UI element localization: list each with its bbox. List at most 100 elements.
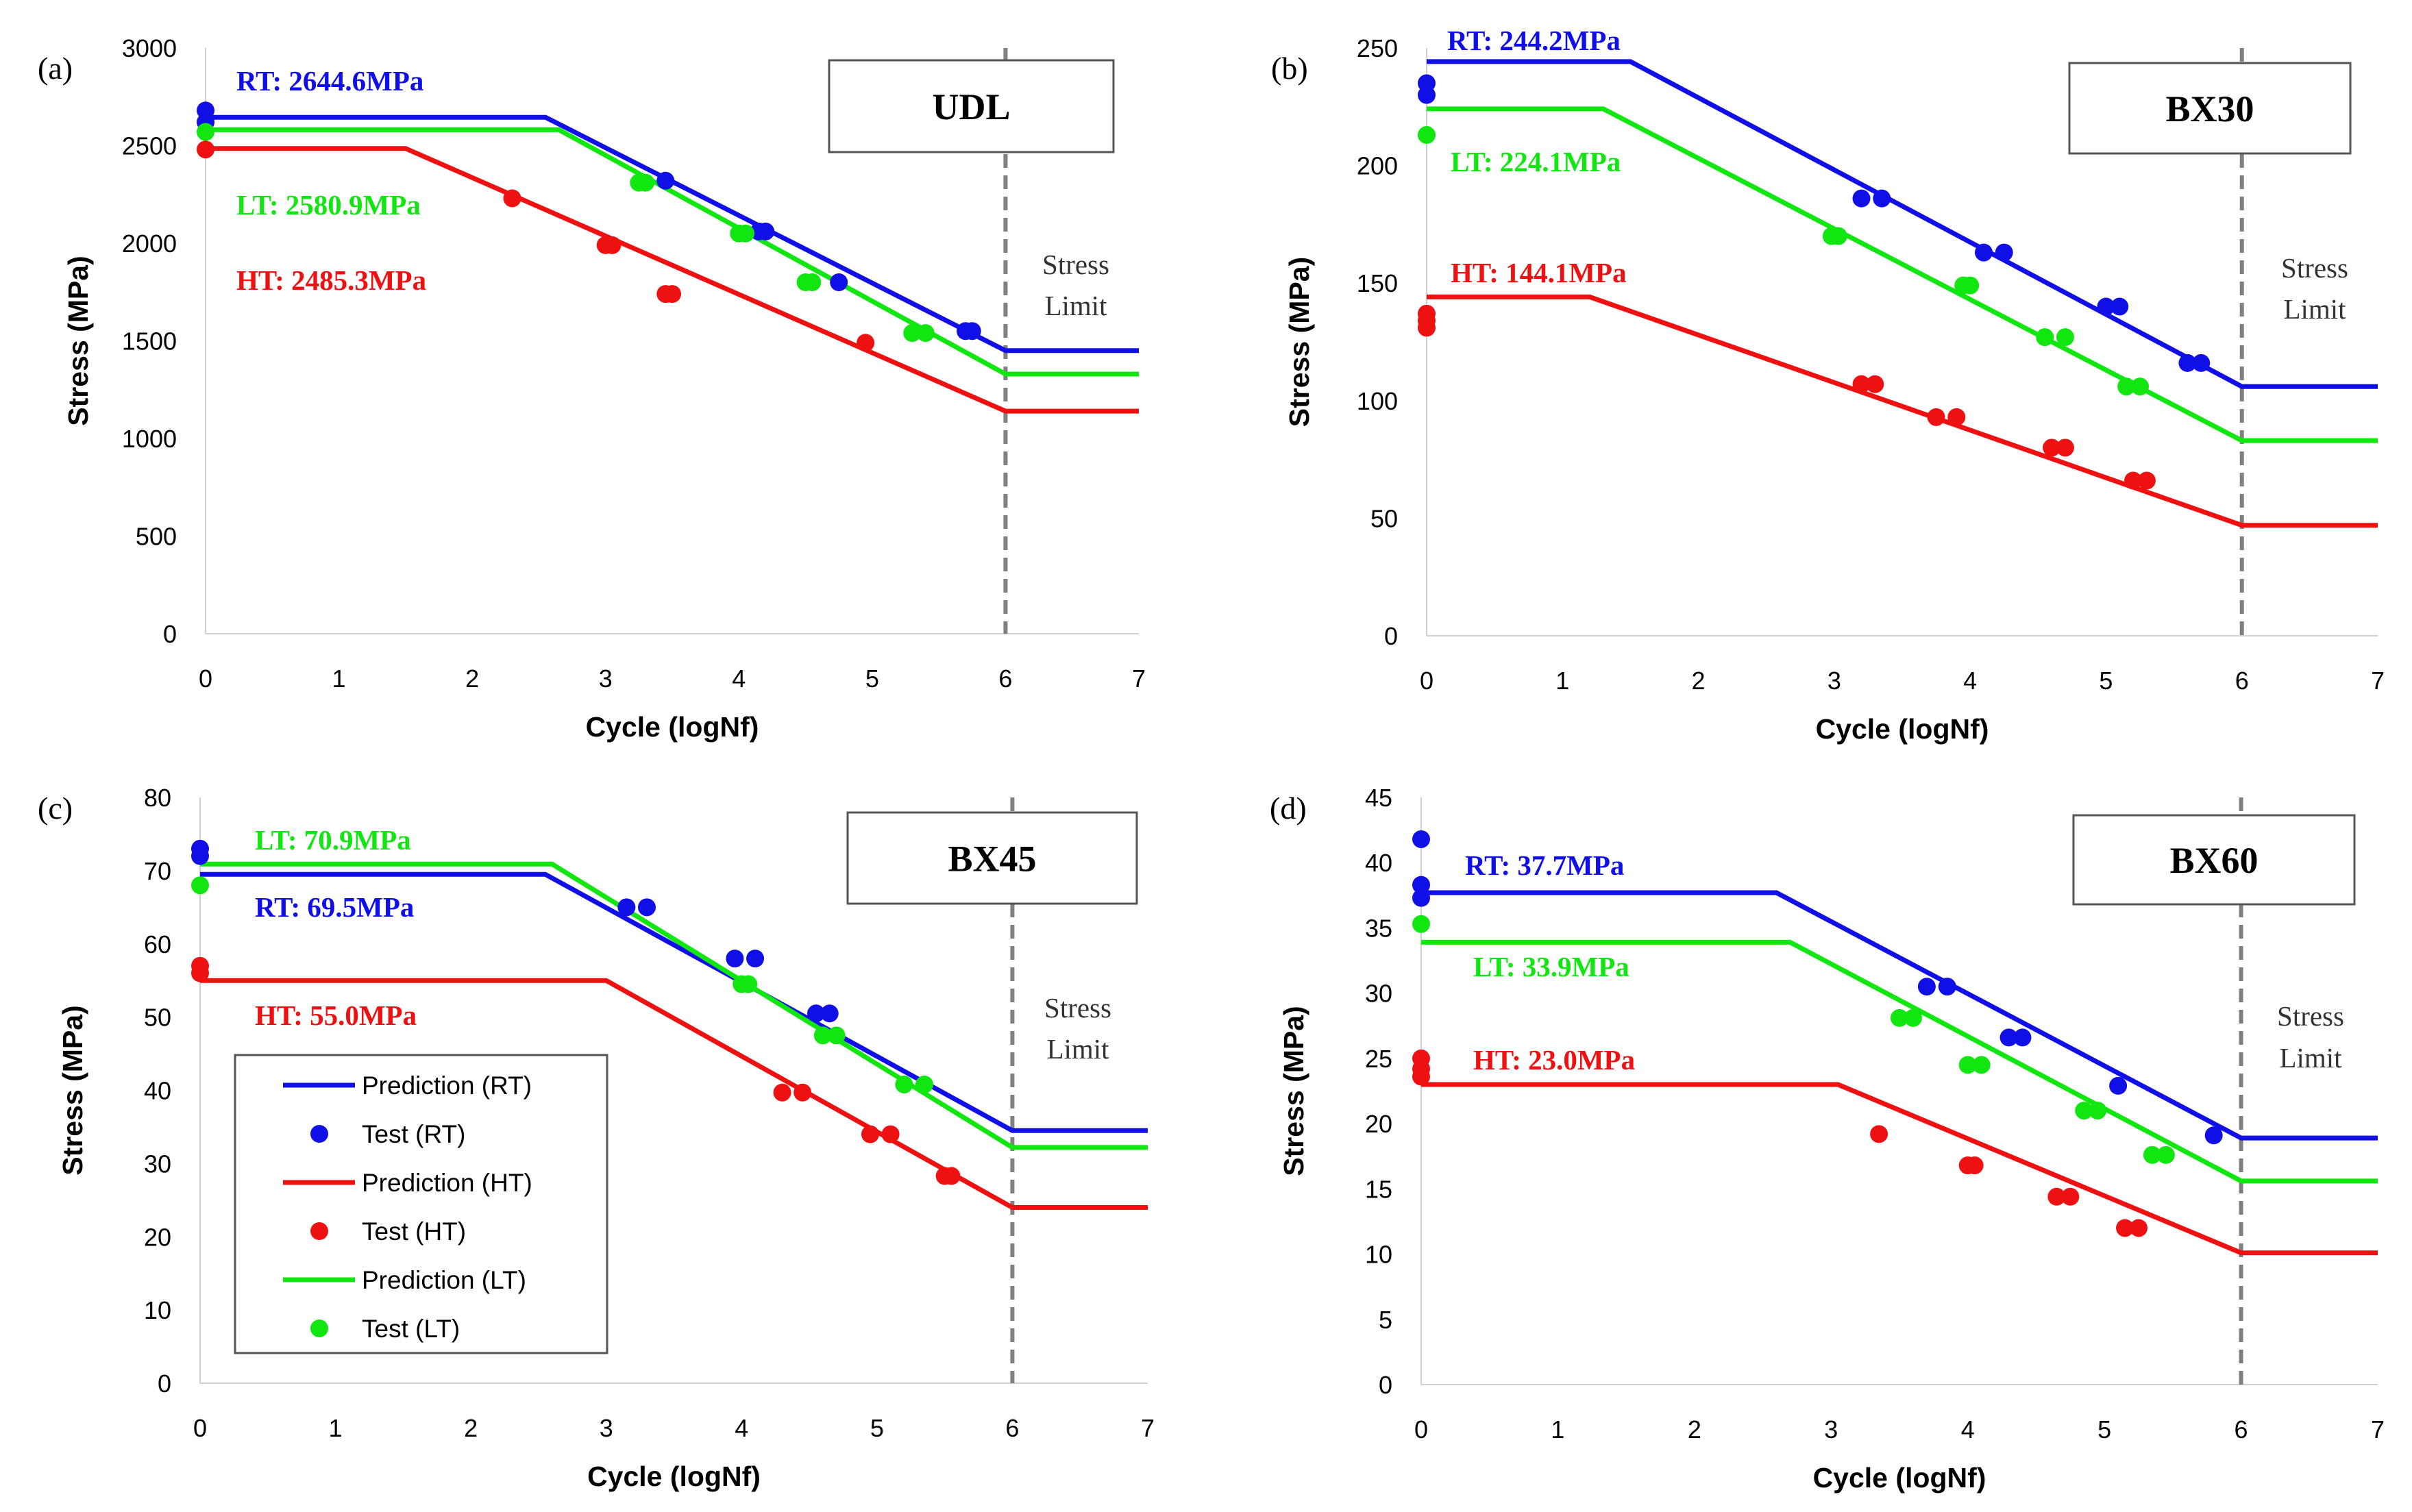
test-point-rt [2192,354,2211,372]
chart-title: BX30 [2165,88,2254,129]
legend-dot-swatch [310,1125,328,1143]
test-point-rt [1418,86,1436,104]
test-point-ht [663,285,681,303]
x-tick-label: 7 [1132,665,1146,693]
test-point-rt [1412,889,1430,907]
y-tick-label: 50 [144,1004,171,1032]
x-tick-label: 6 [1005,1414,1019,1442]
test-point-ht [1418,319,1436,337]
value-annotation-rt: RT: 244.2MPa [1447,25,1621,56]
x-tick-label: 6 [2235,667,2249,695]
x-tick-label: 3 [600,1414,613,1442]
test-point-ht [773,1083,791,1102]
y-tick-label: 15 [1365,1175,1392,1203]
test-point-rt [2110,297,2129,316]
y-tick-label: 40 [144,1077,171,1105]
test-point-rt [637,898,656,917]
test-point-rt [2109,1076,2128,1095]
x-tick-label: 0 [199,665,212,693]
x-tick-label: 3 [1828,667,1841,695]
test-point-lt [1961,276,1980,295]
test-point-lt [1829,227,1847,245]
stress-limit-text: Stress [1042,249,1109,280]
test-point-rt [1974,243,1993,262]
test-point-rt [1938,978,1956,996]
legend: Prediction (RT) Test (RT) Prediction (HT) T… [234,1054,608,1354]
x-tick-label: 5 [870,1414,884,1442]
test-point-ht [861,1125,879,1143]
y-tick-label: 10 [1365,1241,1392,1269]
x-tick-label: 0 [193,1414,207,1442]
stress-limit-text: Limit [2283,293,2346,325]
test-point-rt [1873,189,1891,208]
y-tick-label: 1500 [122,327,177,356]
y-axis-label: Stress (MPa) [62,256,94,425]
x-tick-label: 7 [2371,1415,2385,1443]
y-tick-label: 0 [1384,622,1398,650]
test-point-ht [1947,408,1966,426]
x-tick-label: 5 [2099,667,2113,695]
title-box [846,811,1138,905]
legend-label: Test (HT) [362,1217,466,1245]
test-point-rt [2097,297,2115,316]
test-point-lt [191,876,209,895]
test-point-ht [2124,471,2143,490]
x-tick-label: 1 [1551,1415,1564,1443]
y-tick-label: 0 [1379,1371,1392,1399]
y-tick-label: 25 [1365,1045,1392,1073]
y-tick-label: 250 [1357,34,1398,62]
test-point-rt [1999,1028,2018,1047]
test-point-lt [1891,1008,1908,1027]
test-point-lt [2117,377,2136,396]
x-tick-label: 1 [332,665,346,693]
x-tick-label: 1 [329,1414,343,1442]
value-annotation-ht: HT: 23.0MPa [1473,1044,1635,1076]
test-point-ht [2130,1219,2148,1237]
prediction-line-lt [1427,106,2378,443]
test-point-lt [2036,328,2054,347]
legend-label: Test (RT) [362,1120,465,1148]
x-tick-label: 5 [865,665,879,693]
value-annotation-rt: RT: 37.7MPa [1465,850,1624,881]
x-tick-label: 2 [1688,1415,1701,1443]
y-tick-label: 500 [136,523,177,551]
panel-label: (b) [1271,51,1308,86]
test-point-ht [2043,438,2061,457]
x-axis-label: Cycle (logNf) [1816,713,1989,745]
test-point-rt [1412,830,1430,848]
value-annotation-ht: HT: 55.0MPa [255,1000,417,1031]
panel-label: (a) [38,51,73,86]
x-tick-label: 4 [732,665,746,693]
test-point-lt [827,1026,846,1045]
y-tick-label: 2000 [122,230,177,258]
y-tick-label: 20 [144,1223,171,1251]
test-point-ht [942,1167,961,1185]
test-point-rt [191,847,209,865]
test-point-rt [830,273,848,291]
prediction-line-ht [1421,1082,2378,1256]
test-point-lt [916,324,935,343]
legend-box [234,1054,608,1354]
test-point-ht [2061,1187,2080,1206]
prediction-line-rt [1421,890,2378,1141]
panel-label: (d) [1270,791,1307,826]
test-point-ht [1866,375,1884,393]
y-tick-label: 30 [144,1150,171,1178]
x-tick-label: 5 [2097,1415,2111,1443]
test-point-rt [746,950,765,968]
y-tick-label: 80 [144,784,171,812]
test-point-lt [2156,1145,2175,1164]
test-point-ht [857,334,875,352]
y-tick-label: 35 [1365,914,1392,942]
panel-a: 0 1 2 3 4 5 6 7 0 500 1000 1500 2000 2500 3000 Cycle (l… [38,34,1146,743]
y-tick-label: 50 [1370,504,1398,532]
value-annotation-ht: HT: 144.1MPa [1451,257,1627,288]
y-tick-label: 1000 [122,425,177,453]
test-point-ht [2047,1187,2066,1206]
test-point-ht [197,140,214,159]
value-annotation-rt: RT: 2644.6MPa [236,65,423,97]
y-tick-label: 30 [1365,980,1392,1008]
test-point-ht [881,1125,900,1143]
test-point-rt [1995,243,2013,262]
prediction-line-ht [206,146,1139,414]
